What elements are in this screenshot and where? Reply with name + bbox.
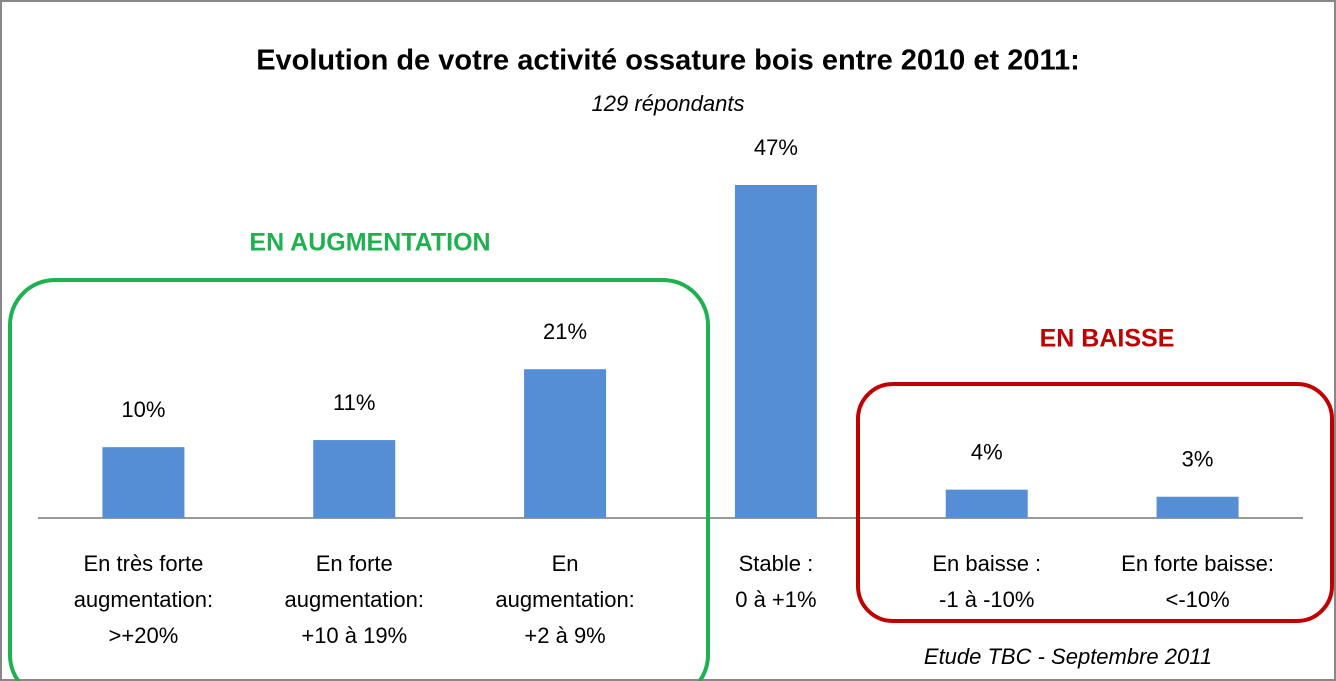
x-tick-label: En baisse : <box>932 551 1041 576</box>
x-tick-label: En <box>552 551 579 576</box>
bar <box>734 185 817 518</box>
x-tick-label: +2 à 9% <box>524 623 605 648</box>
x-tick-label: <-10% <box>1165 587 1229 612</box>
x-tick-label: En forte baisse: <box>1121 551 1274 576</box>
value-label: 10% <box>121 397 165 422</box>
x-tick-label: augmentation: <box>74 587 213 612</box>
decrease-label: EN BAISSE <box>1040 325 1175 353</box>
source-note: Etude TBC - Septembre 2011 <box>924 644 1212 669</box>
value-label: 3% <box>1182 447 1214 472</box>
bar <box>1156 496 1239 518</box>
x-tick-label: Stable : <box>739 551 814 576</box>
chart-title: Evolution de votre activité ossature boi… <box>256 45 1080 77</box>
x-tick-label: +10 à 19% <box>301 623 407 648</box>
increase-label: EN AUGMENTATION <box>249 229 490 257</box>
increase-group-box <box>8 278 710 681</box>
bar <box>524 369 607 518</box>
chart-subtitle: 129 répondants <box>592 91 745 116</box>
x-tick-label: augmentation: <box>495 587 634 612</box>
x-tick-label: augmentation: <box>285 587 424 612</box>
value-label: 21% <box>543 319 587 344</box>
bar <box>102 447 185 518</box>
decrease-group-box <box>856 382 1334 623</box>
x-tick-label: En très forte <box>83 551 203 576</box>
value-label: 4% <box>971 439 1003 464</box>
x-tick-label: En forte <box>316 551 393 576</box>
x-tick-label: -1 à -10% <box>939 587 1034 612</box>
value-label: 11% <box>333 390 375 415</box>
bar <box>313 440 396 518</box>
bar <box>945 489 1028 518</box>
x-tick-label: 0 à +1% <box>735 587 816 612</box>
value-label: 47% <box>754 135 798 160</box>
x-tick-label: >+20% <box>109 623 179 648</box>
